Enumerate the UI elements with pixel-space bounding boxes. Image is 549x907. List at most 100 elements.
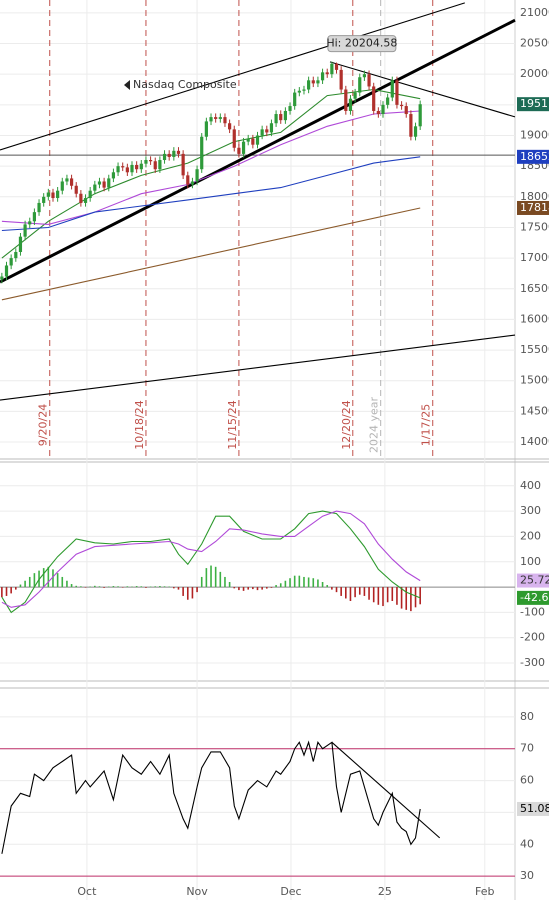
candle-body [42, 196, 46, 203]
candle-body [386, 97, 390, 105]
y-tick-label: 70 [520, 742, 534, 755]
y-tick-label: 20500 [520, 37, 549, 50]
candle-body [260, 129, 264, 136]
last-value-box [517, 97, 549, 112]
y-tick-label: -300 [520, 656, 545, 669]
candle-body [148, 160, 153, 162]
rsi-line [1, 740, 421, 854]
candle-body [125, 167, 129, 173]
candle-body [51, 192, 55, 199]
candle-body [46, 192, 50, 197]
date-label: 11/15/24 [226, 400, 239, 449]
candle-body [232, 129, 236, 148]
candle-body [409, 114, 413, 137]
candle-body [228, 123, 232, 130]
y-tick-label: 40 [520, 837, 534, 850]
last-value-box [517, 200, 549, 215]
candle-body [65, 178, 69, 182]
candle-body [69, 178, 74, 186]
candle-body [121, 166, 125, 168]
last-value-box [517, 801, 549, 816]
trend-line [0, 2, 465, 151]
candle-body [111, 172, 116, 179]
high-box [327, 35, 397, 53]
moving-average [1, 88, 421, 259]
candle-body [283, 110, 287, 121]
candle-body [316, 80, 320, 84]
candle-body [139, 163, 143, 170]
y-tick-label: 16500 [520, 282, 549, 295]
date-label: 9/20/24 [37, 404, 50, 446]
candle-body [279, 114, 283, 121]
candle-body [135, 164, 139, 170]
candle-body [153, 161, 157, 170]
macd-line [1, 510, 421, 608]
date-label: 1/17/25 [420, 404, 433, 446]
candle-body [93, 184, 97, 191]
candle-body [162, 153, 167, 161]
y-tick-label: 60 [520, 774, 534, 787]
date-label: 2024 year [368, 397, 381, 454]
chart-title: Nasdaq Composite [133, 78, 237, 91]
y-tick-label: -200 [520, 631, 545, 644]
candle-body [241, 141, 246, 154]
x-tick-label: Feb [475, 885, 494, 898]
candle-body [28, 221, 32, 225]
trend-line [0, 18, 516, 284]
moving-average [1, 207, 421, 301]
x-tick-label: 25 [378, 885, 392, 898]
candle-body [372, 86, 376, 111]
y-tick-label: 17000 [520, 251, 549, 264]
candle-body [9, 258, 13, 266]
y-tick-label: 400 [520, 479, 541, 492]
y-tick-label: 14500 [520, 404, 549, 417]
candle-body [255, 135, 260, 145]
candle-body [390, 80, 394, 98]
candle-body [237, 147, 241, 154]
candle-body [181, 153, 185, 176]
candle-body [116, 166, 120, 173]
candle-body [130, 164, 134, 173]
y-tick-label: 20000 [520, 67, 549, 80]
candle-body [376, 110, 380, 115]
candle-body [218, 117, 222, 119]
y-tick-label: 19000 [520, 128, 549, 141]
candle-body [293, 92, 297, 107]
x-tick-label: Oct [77, 885, 97, 898]
y-tick-label: 300 [520, 504, 541, 517]
candle-body [14, 251, 18, 259]
candle-body [269, 123, 274, 133]
candle-body [0, 276, 4, 280]
date-label: 12/20/24 [340, 400, 353, 449]
moving-average [1, 110, 421, 225]
candle-body [204, 121, 208, 137]
y-tick-label: 100 [520, 555, 541, 568]
candle-body [18, 236, 23, 252]
candle-body [107, 178, 111, 188]
candle-body [176, 150, 181, 154]
candle-body [223, 117, 227, 124]
last-value-label: 17818 [520, 201, 549, 214]
trend-line [0, 334, 516, 401]
candle-body [79, 193, 83, 203]
candle-body [60, 181, 64, 191]
candle-body [302, 89, 306, 91]
candle-body [158, 160, 162, 170]
candle-body [311, 80, 315, 84]
candle-body [190, 181, 195, 185]
candle-body [334, 63, 339, 70]
candle-body [339, 69, 343, 90]
candle-body [348, 98, 353, 111]
last-value-label: 51.08 [520, 802, 549, 815]
candle-body [358, 77, 362, 93]
y-tick-label: 15000 [520, 374, 549, 387]
candle-body [214, 117, 218, 119]
y-tick-label: 200 [520, 529, 541, 542]
x-tick-label: Dec [280, 885, 301, 898]
y-tick-label: 17500 [520, 220, 549, 233]
candle-body [56, 190, 60, 199]
last-value-label: 25.72 [520, 574, 549, 587]
y-tick-label: 21000 [520, 6, 549, 19]
